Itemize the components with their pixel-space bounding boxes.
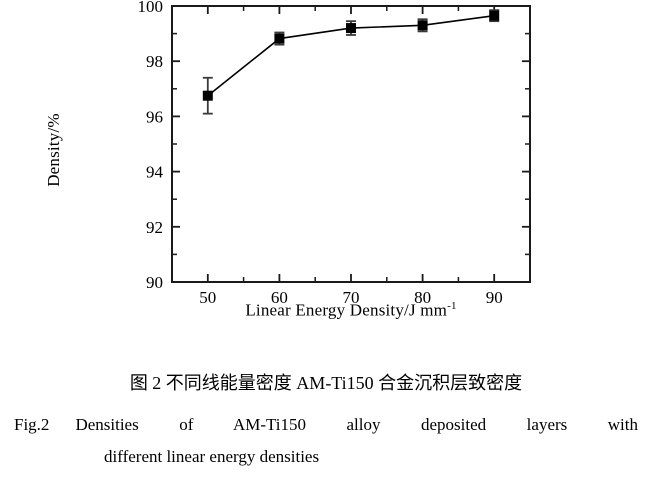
x-axis-title-exponent: -1: [447, 300, 457, 312]
plot-frame: [171, 5, 531, 283]
x-tick-label: 60: [271, 288, 288, 307]
x-tick-label: 50: [199, 288, 216, 307]
y-tick-label: 92: [146, 218, 163, 237]
figure-caption: 图 2 不同线能量密度 AM-Ti150 合金沉积层致密度 Fig.2 Dens…: [0, 368, 652, 472]
x-axis-title: Linear Energy Density/J mm-1: [172, 300, 530, 321]
x-tick-label: 80: [414, 288, 431, 307]
x-tick-label: 90: [486, 288, 503, 307]
data-point-marker: [346, 23, 356, 34]
caption-english-text-1: Densities of AM-Ti150 alloy deposited la…: [75, 415, 638, 434]
y-tick-label: 94: [146, 163, 164, 182]
x-tick-label: 70: [343, 288, 360, 307]
caption-figure-number: Fig.2: [14, 415, 50, 434]
x-axis-title-text: Linear Energy Density/J mm: [245, 300, 448, 320]
y-axis-title-text: Density/%: [44, 113, 63, 187]
y-tick-label: 96: [146, 107, 163, 126]
caption-chinese: 图 2 不同线能量密度 AM-Ti150 合金沉积层致密度: [129, 373, 523, 393]
caption-english-line-2: different linear energy densities: [104, 447, 320, 466]
y-axis-title: Density/%: [44, 70, 64, 230]
figure-container: 50 60 70 80 90 90 92 94 96 98 100 Density/% Linea…: [44, 0, 531, 321]
y-tick-label: 100: [138, 0, 164, 16]
y-tick-label: 98: [146, 52, 163, 71]
data-point-marker: [274, 33, 285, 44]
data-point-marker: [202, 90, 213, 101]
caption-english-line-1: Fig.2 Densities of AM-Ti150 alloy deposi…: [0, 410, 652, 440]
x-tick-labels: 50 60 70 80 90: [199, 288, 502, 307]
data-point-marker: [417, 20, 428, 31]
data-markers: [202, 10, 500, 101]
y-tick-labels: 90 92 94 96 98 100: [138, 0, 164, 292]
density-line-chart: 50 60 70 80 90 90 92 94 96 98 100: [138, 0, 531, 307]
y-tick-label: 90: [146, 273, 163, 292]
data-point-marker: [489, 10, 500, 21]
